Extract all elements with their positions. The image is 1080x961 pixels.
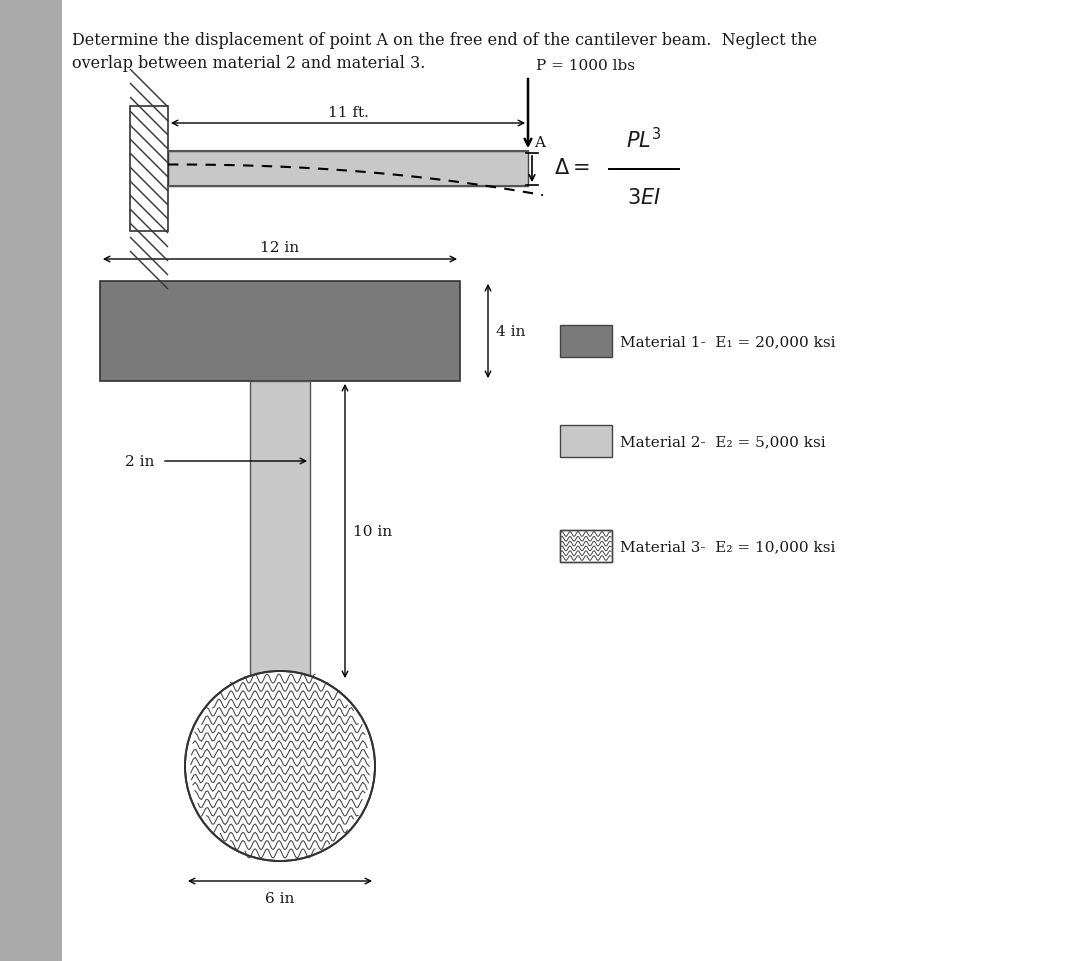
Text: Material 2-  E₂ = 5,000 ksi: Material 2- E₂ = 5,000 ksi [620, 434, 825, 449]
Text: P = 1000 lbs: P = 1000 lbs [536, 59, 635, 73]
Text: $3EI$: $3EI$ [627, 187, 661, 208]
Bar [561, 530, 612, 562]
Text: $PL^3$: $PL^3$ [626, 127, 662, 152]
Text: 10 in: 10 in [353, 525, 392, 538]
Bar [168, 152, 528, 186]
Text: 6 in: 6 in [266, 891, 295, 905]
Ellipse shape [185, 672, 375, 861]
Text: 12 in: 12 in [260, 241, 299, 255]
Text: Material 1-  E₁ = 20,000 ksi: Material 1- E₁ = 20,000 ksi [620, 334, 836, 349]
Bar [0, 0, 62, 961]
Bar [249, 382, 310, 681]
Bar [561, 426, 612, 457]
Text: 2 in: 2 in [124, 455, 154, 469]
Bar [561, 530, 612, 562]
Text: Determine the displacement of point A on the free end of the cantilever beam.  N: Determine the displacement of point A on… [72, 32, 818, 72]
Text: $\Delta =$: $\Delta =$ [554, 158, 590, 178]
Text: A: A [534, 136, 545, 150]
Bar [561, 326, 612, 357]
Text: 4 in: 4 in [496, 325, 525, 338]
Bar [130, 107, 168, 232]
Text: 11 ft.: 11 ft. [327, 106, 368, 120]
Text: Material 3-  E₂ = 10,000 ksi: Material 3- E₂ = 10,000 ksi [620, 539, 835, 554]
Bar [100, 282, 460, 382]
